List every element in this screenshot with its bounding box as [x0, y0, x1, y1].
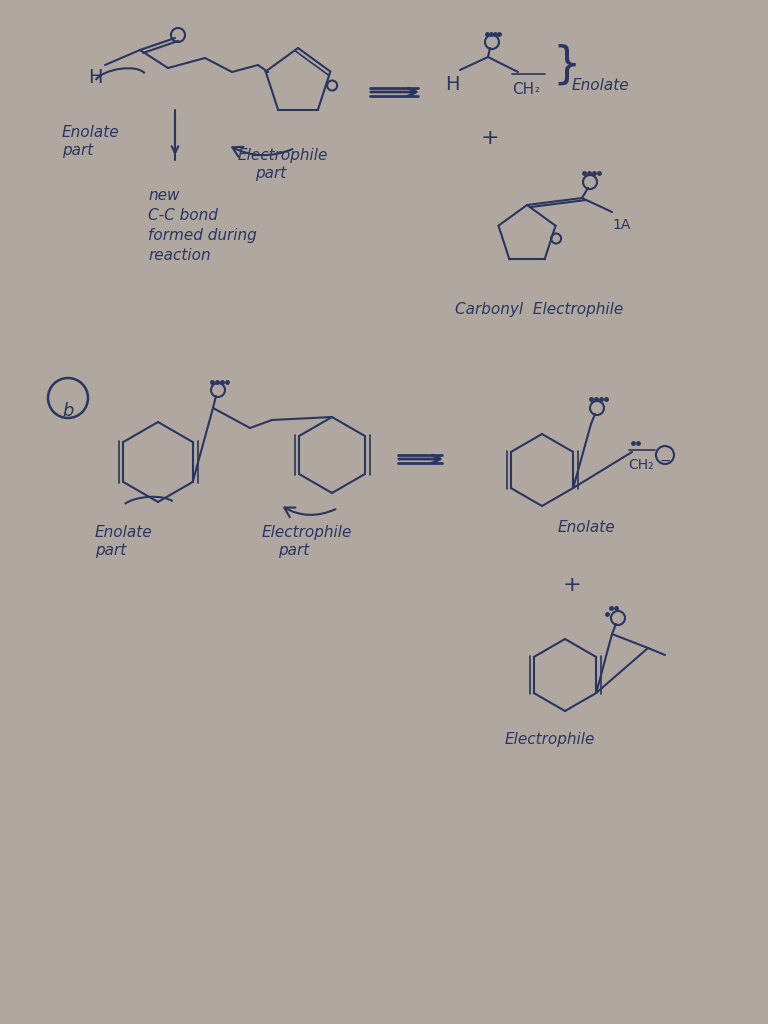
Text: Enolate: Enolate: [572, 78, 630, 93]
Text: CH: CH: [512, 82, 534, 97]
Text: Carbonyl  Electrophile: Carbonyl Electrophile: [455, 302, 624, 317]
Text: C-C bond: C-C bond: [148, 208, 218, 223]
Text: b: b: [62, 402, 74, 420]
Text: H: H: [445, 75, 459, 94]
Text: −: −: [659, 454, 670, 468]
Text: new: new: [148, 188, 180, 203]
Text: 1A: 1A: [612, 218, 631, 232]
Text: Enolate: Enolate: [558, 520, 616, 535]
FancyArrowPatch shape: [232, 146, 293, 157]
Text: part: part: [95, 543, 126, 558]
Text: Electrophile: Electrophile: [505, 732, 595, 746]
Text: reaction: reaction: [148, 248, 210, 263]
Text: +: +: [563, 575, 581, 595]
Text: ₂: ₂: [534, 82, 539, 95]
Text: }: }: [552, 43, 581, 86]
Text: Enolate: Enolate: [62, 125, 120, 140]
Text: CH₂: CH₂: [628, 458, 654, 472]
Text: +: +: [481, 128, 499, 148]
Text: H: H: [88, 68, 102, 87]
Text: part: part: [255, 166, 286, 181]
Text: Electrophile: Electrophile: [238, 148, 329, 163]
FancyArrowPatch shape: [284, 508, 336, 517]
Text: Enolate: Enolate: [95, 525, 153, 540]
Text: part: part: [278, 543, 310, 558]
Text: Electrophile: Electrophile: [262, 525, 353, 540]
Text: part: part: [62, 143, 93, 158]
Text: formed during: formed during: [148, 228, 257, 243]
